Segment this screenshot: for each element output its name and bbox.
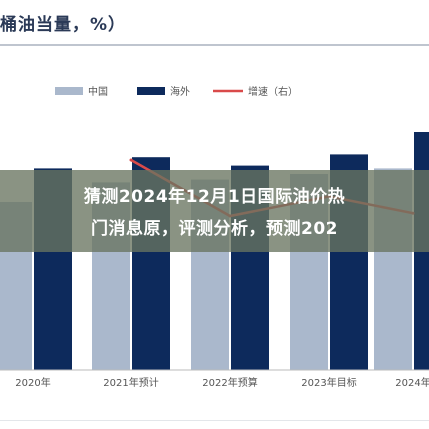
legend-label-growth: 增速（右） <box>248 85 298 98</box>
x-tick-label-2: 2022年预算 <box>202 376 257 389</box>
title-divider <box>0 44 429 46</box>
x-tick-label-0: 2020年 <box>15 376 50 389</box>
chart-title: 万桶油当量，%） <box>0 15 127 35</box>
legend-swatch-china <box>55 87 83 95</box>
x-tick-label-3: 2023年目标 <box>301 376 356 389</box>
legend: 中国 海外 增速（右） <box>55 85 298 98</box>
x-tick-label-4: 2024年 <box>395 376 429 389</box>
x-tick-label-1: 2021年预计 <box>103 376 158 389</box>
legend-swatch-overseas <box>137 87 165 95</box>
headline-overlay: 猜测2024年12月1日国际油价热 门消息原，评测分析，预测202 <box>0 170 429 252</box>
legend-label-overseas: 海外 <box>170 85 190 98</box>
growth-point-0 <box>129 158 133 162</box>
footer-divider <box>0 420 429 421</box>
headline-line-2: 门消息原，评测分析，预测202 <box>91 219 338 239</box>
legend-label-china: 中国 <box>88 85 108 98</box>
headline-line-1: 猜测2024年12月1日国际油价热 <box>83 187 346 207</box>
